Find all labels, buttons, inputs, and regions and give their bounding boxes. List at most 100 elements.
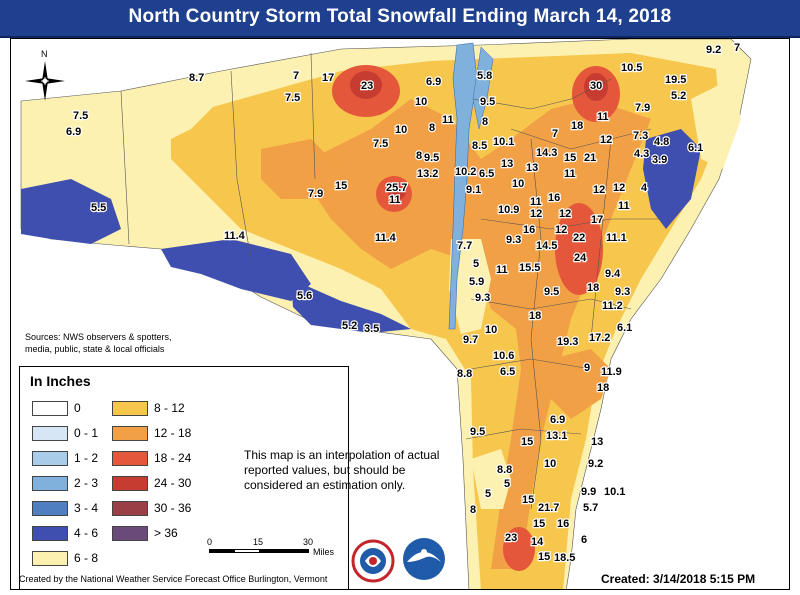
obs-label: 10 [395,124,407,136]
obs-label: 10 [512,178,524,190]
legend-label: 0 - 1 [74,426,99,440]
legend-swatch [32,451,68,466]
obs-label: 21.7 [538,502,559,514]
obs-label: 11 [442,114,454,126]
snowfall-map: 9.2 7 8.7 7 17 23 6.9 5.8 30 10.5 19.5 7… [20,39,752,589]
legend-swatch [32,426,68,441]
legend-title: In Inches [30,373,91,389]
obs-label: 13 [591,436,603,448]
obs-label: 14.5 [536,240,557,252]
obs-label: 6.9 [550,414,565,426]
obs-label: 23 [505,532,517,544]
obs-label: 16 [548,192,560,204]
obs-label: 9 [584,362,590,374]
obs-label: 7 [552,128,558,140]
obs-label: 13 [526,162,538,174]
legend-swatch [112,526,148,541]
obs-label: 7.5 [73,110,88,122]
obs-label: 15 [564,152,576,164]
obs-label: 9.9 [581,486,596,498]
legend-label: 4 - 6 [74,526,99,540]
north-label: N [41,49,48,59]
legend: In Inches 0 0 - 1 1 - 2 2 - 3 3 - 4 4 - 6 6 - … [19,366,349,589]
obs-label: 6.5 [479,168,494,180]
legend-label: 0 [74,401,81,415]
obs-label: 5 [504,478,510,490]
obs-label: 5.7 [583,502,598,514]
legend-label: 24 - 30 [154,476,192,490]
scale-unit: Miles [313,547,335,557]
scale-tick-0: 0 [207,537,213,547]
legend-item: 30 - 36 [112,501,232,517]
obs-label: 10 [415,96,427,108]
obs-label: 14 [531,536,544,548]
legend-item: 18 - 24 [112,451,232,467]
legend-label: 18 - 24 [154,451,192,465]
obs-label: 3.9 [652,154,667,166]
obs-label: 7.5 [373,138,388,150]
obs-label: 8.5 [472,140,487,152]
credit-line: Created by the National Weather Service … [19,574,328,584]
obs-label: 9.7 [463,334,478,346]
contour-layers [20,39,752,589]
obs-label: 15 [335,180,347,192]
obs-label: 9.5 [480,96,495,108]
obs-label: 16 [557,518,569,530]
legend-label: 6 - 8 [74,551,99,565]
obs-label: 17 [322,72,334,84]
legend-swatch [32,501,68,516]
obs-label: 9.2 [588,458,603,470]
obs-label: 7.7 [457,240,472,252]
obs-label: 10.5 [621,62,642,74]
legend-item: 8 - 12 [112,401,232,417]
created-timestamp: Created: 3/14/2018 5:15 PM [601,572,756,586]
obs-label: 6 [581,534,587,546]
obs-label: 6.1 [688,142,703,154]
obs-label: 9.5 [544,286,559,298]
obs-label: 13.2 [417,168,438,180]
obs-label: 8 [470,504,476,516]
obs-label: 12 [530,208,542,220]
obs-label: 25.7 [386,182,407,194]
obs-label: 7.5 [285,92,300,104]
obs-label: 19.5 [665,74,686,86]
obs-label: 11.2 [602,300,623,312]
obs-label: 9.3 [506,234,521,246]
obs-label: 9.1 [466,184,481,196]
legend-swatch [112,476,148,491]
obs-label: 5.9 [469,276,484,288]
legend-item: 6 - 8 [32,551,152,567]
obs-label: 3.5 [364,323,379,335]
interpolation-note: This map is an interpolation of actual r… [244,448,440,492]
legend-label: 3 - 4 [74,501,99,515]
scale-tick-30: 30 [303,537,314,547]
obs-label: 4 [641,182,648,194]
legend-label: 12 - 18 [154,426,192,440]
obs-label: 13.1 [546,430,567,442]
legend-item: > 36 [112,526,232,542]
obs-label: 11 [496,264,508,276]
legend-item: 3 - 4 [32,501,152,517]
obs-label: 30 [590,80,602,92]
obs-label: 11 [530,196,542,208]
legend-item: 24 - 30 [112,476,232,492]
map-title: North Country Storm Total Snowfall Endin… [128,6,672,27]
obs-label: 6.9 [426,76,441,88]
obs-label: 10.1 [493,136,514,148]
noaa-logo-icon [401,536,447,582]
obs-label: 10 [485,324,497,336]
obs-label: 17.2 [589,332,610,344]
obs-label: 17 [591,214,603,226]
obs-label: 19.3 [557,336,578,348]
obs-label: 16 [523,224,535,236]
nws-logo-icon [351,539,395,583]
obs-label: 11.9 [601,366,622,378]
obs-label: 8 [482,116,488,128]
obs-label: 6.9 [66,126,81,138]
obs-label: 18 [529,310,541,322]
obs-label: 5.2 [671,90,686,102]
obs-label: 14.3 [536,147,557,159]
obs-label: 6.1 [617,322,632,334]
obs-label: 10.6 [493,350,514,362]
obs-label: 18.5 [554,552,575,564]
